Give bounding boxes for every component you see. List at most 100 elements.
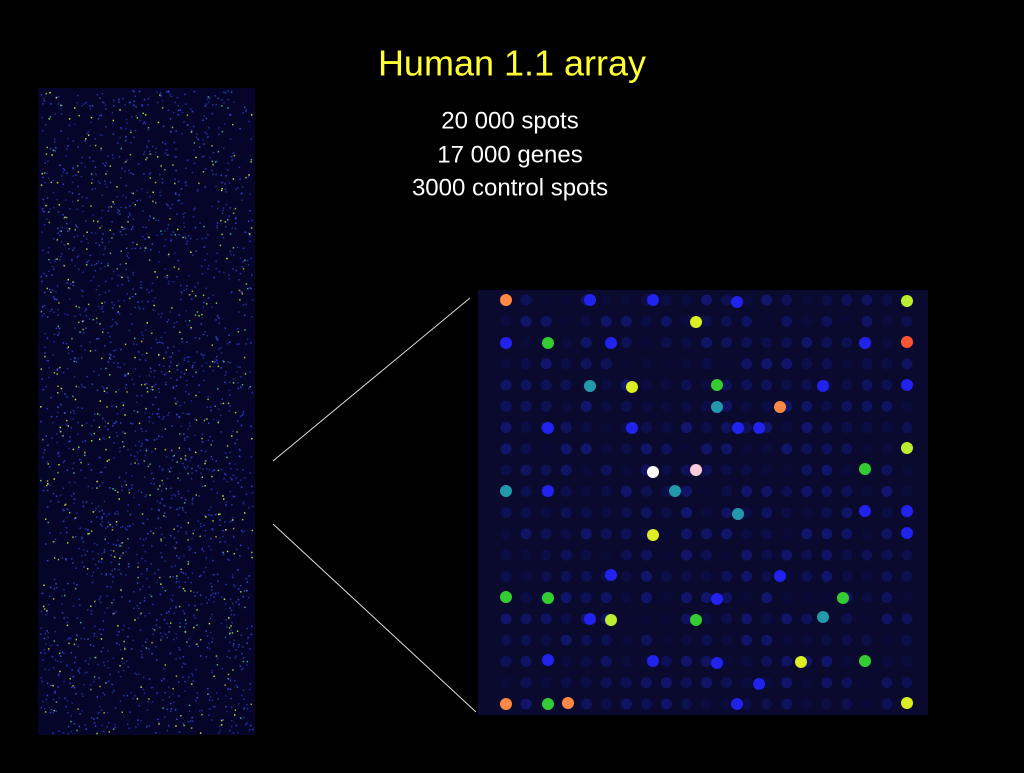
spot xyxy=(101,238,103,240)
spot xyxy=(138,607,140,610)
spot xyxy=(145,641,147,643)
spot xyxy=(48,258,50,261)
faint-spot xyxy=(640,570,652,582)
spot xyxy=(222,237,225,239)
faint-spot xyxy=(680,655,692,667)
spot xyxy=(204,131,206,134)
spot xyxy=(117,311,119,313)
spot xyxy=(75,638,77,641)
spot xyxy=(184,690,186,692)
spot xyxy=(174,709,177,711)
spot xyxy=(95,507,97,510)
spot xyxy=(74,536,77,538)
spot xyxy=(157,354,160,356)
spot xyxy=(222,529,224,532)
spot xyxy=(154,448,157,450)
spot xyxy=(48,376,50,379)
spot xyxy=(76,235,79,237)
spot xyxy=(231,520,233,522)
spot xyxy=(108,357,111,359)
faint-spot xyxy=(901,464,913,476)
spot xyxy=(52,421,54,424)
spot xyxy=(53,478,55,480)
spot xyxy=(133,455,136,457)
spot xyxy=(68,191,71,193)
faint-spot xyxy=(761,698,773,710)
faint-spot xyxy=(781,337,793,349)
faint-spot xyxy=(781,528,793,540)
spot xyxy=(197,645,199,648)
faint-spot xyxy=(660,485,672,497)
spot xyxy=(90,280,92,282)
spot xyxy=(165,351,167,354)
spot xyxy=(218,732,220,734)
spot xyxy=(203,143,205,145)
spot xyxy=(147,533,149,535)
spot xyxy=(132,697,134,700)
spot xyxy=(201,485,204,487)
spot xyxy=(187,472,189,475)
spot xyxy=(219,537,221,539)
spot xyxy=(204,330,206,333)
spot xyxy=(225,695,227,697)
faint-spot xyxy=(520,677,532,689)
spot xyxy=(233,643,235,645)
spot xyxy=(168,610,170,613)
spot xyxy=(103,388,105,390)
spot xyxy=(42,210,44,212)
spot xyxy=(193,142,196,144)
spot xyxy=(232,247,235,249)
spot xyxy=(115,431,118,434)
spot xyxy=(52,354,54,356)
faint-spot xyxy=(821,698,833,710)
spot xyxy=(62,167,65,170)
spot xyxy=(203,225,205,228)
spot xyxy=(41,315,44,317)
spot xyxy=(216,338,219,341)
spot xyxy=(125,196,127,199)
spot xyxy=(46,610,49,613)
spot xyxy=(189,460,191,463)
spot xyxy=(227,361,229,363)
bright-spot xyxy=(647,466,659,478)
faint-spot xyxy=(881,464,893,476)
spot xyxy=(116,435,118,437)
spot xyxy=(182,655,185,658)
faint-spot xyxy=(841,485,853,497)
spot xyxy=(146,322,148,324)
spot xyxy=(55,327,57,330)
spot xyxy=(60,255,62,258)
spot xyxy=(132,639,135,642)
spot xyxy=(44,449,46,451)
spot xyxy=(142,235,144,238)
faint-spot xyxy=(841,549,853,561)
spot xyxy=(246,627,248,630)
bright-spot xyxy=(626,422,638,434)
spot xyxy=(116,186,118,188)
spot xyxy=(229,477,232,479)
spot xyxy=(222,360,224,362)
spot xyxy=(164,143,167,145)
spot xyxy=(213,469,215,471)
faint-spot xyxy=(701,379,712,391)
faint-spot xyxy=(841,294,853,306)
spot xyxy=(86,231,88,233)
spot xyxy=(186,384,188,386)
spot xyxy=(106,712,109,714)
spot xyxy=(81,295,84,297)
faint-spot xyxy=(620,570,632,582)
faint-spot xyxy=(781,613,793,625)
spot xyxy=(106,170,109,173)
spot xyxy=(164,331,166,334)
spot xyxy=(132,271,135,274)
faint-spot xyxy=(560,613,572,625)
spot xyxy=(213,596,215,598)
spot xyxy=(214,405,216,407)
bright-spot xyxy=(711,657,723,669)
spot xyxy=(52,712,54,714)
spot xyxy=(71,337,73,340)
spot xyxy=(159,552,162,554)
spot xyxy=(227,219,229,221)
spot xyxy=(103,102,105,104)
spot xyxy=(117,671,120,673)
